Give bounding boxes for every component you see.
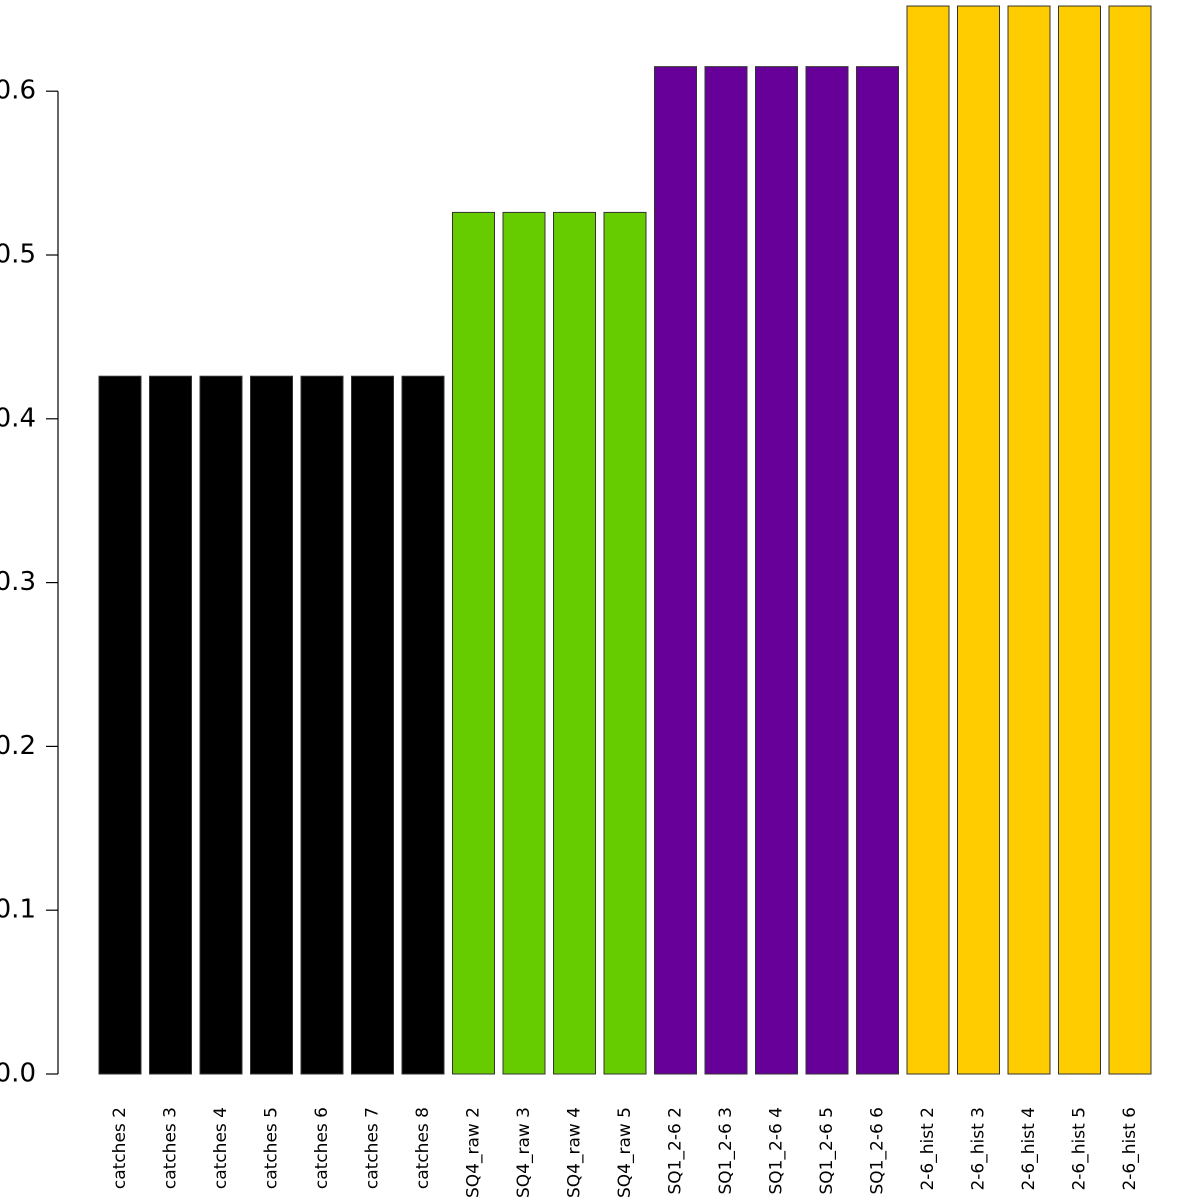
x-category-label: SQ1_2-6 3 [716,1107,736,1194]
y-tick-label: 0.3 [0,567,36,597]
x-category-label: 2-6_hist 2 [918,1107,938,1191]
y-tick-label: 0.4 [0,403,36,433]
bar [250,375,293,1075]
bar [401,375,445,1075]
y-tick-label: 0.1 [0,895,36,925]
x-category-label: SQ1_2-6 2 [666,1107,686,1194]
bar [502,211,546,1075]
y-tick-label: 0.6 [0,76,36,106]
x-category-label: SQ1_2-6 5 [817,1107,837,1194]
bar [1007,5,1051,1075]
bar [98,375,142,1075]
y-tick-label: 0.5 [0,240,36,270]
x-category-label: catches 6 [312,1107,332,1189]
bar [300,375,344,1075]
x-category-label: catches 3 [161,1107,181,1189]
x-category-label: SQ1_2-6 6 [868,1107,888,1194]
bar [351,375,394,1075]
x-category-label: catches 8 [413,1107,433,1189]
x-category-label: 2-6_hist 3 [969,1107,989,1191]
y-tick-label: 0.2 [0,731,36,761]
bar [1108,5,1152,1075]
x-category-label: SQ4_raw 3 [514,1107,534,1198]
x-category-label: 2-6_hist 4 [1019,1107,1039,1191]
x-category-label: catches 7 [363,1107,383,1189]
bar [755,66,798,1075]
x-category-label: catches 5 [262,1107,282,1189]
x-category-label: 2-6_hist 5 [1070,1107,1090,1191]
x-category-label: catches 2 [110,1107,130,1189]
bar [1058,5,1101,1075]
x-axis-labels: catches 2 catches 3 catches 4 catches 5 catc… [110,1107,1140,1198]
x-category-label: 2-6_hist 6 [1120,1107,1140,1191]
bars [98,5,1152,1075]
x-category-label: catches 4 [211,1107,231,1189]
bar [452,211,495,1075]
y-axis: 0.0 0.1 0.2 0.3 0.4 0.5 0.6 [0,76,59,1089]
bar [704,66,748,1075]
bar [603,211,647,1075]
bar [654,66,697,1075]
bar [149,375,192,1075]
bar [805,66,849,1075]
x-category-label: SQ4_raw 2 [464,1107,484,1198]
bar [957,5,1000,1075]
x-category-label: SQ4_raw 4 [565,1107,585,1198]
x-category-label: SQ1_2-6 4 [767,1107,787,1194]
x-category-label: SQ4_raw 5 [615,1107,635,1198]
bar [856,66,899,1075]
bar [906,5,950,1075]
bar [199,375,243,1075]
y-tick-label: 0.0 [0,1059,36,1089]
bar [553,211,596,1075]
